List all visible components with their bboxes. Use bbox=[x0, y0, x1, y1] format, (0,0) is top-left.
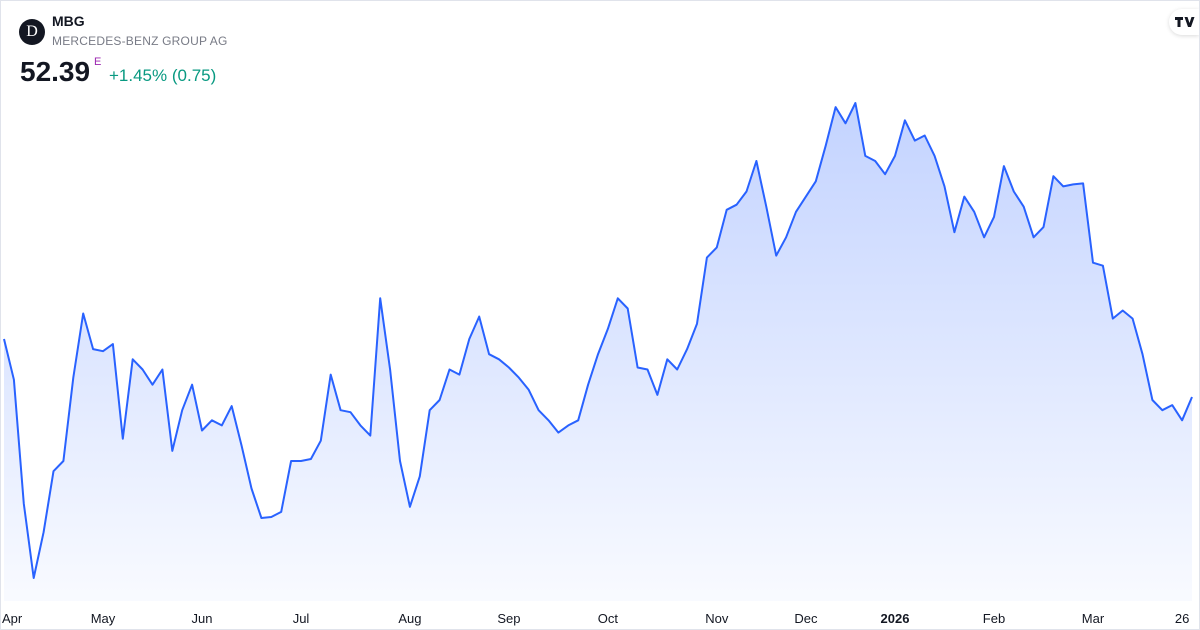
price-flag: E bbox=[94, 56, 102, 68]
x-tick-label: Dec bbox=[794, 611, 818, 626]
x-tick-label: 2026 bbox=[881, 611, 910, 626]
price-change: +1.45% (0.75) bbox=[109, 66, 217, 85]
x-tick-label: May bbox=[91, 611, 116, 626]
x-tick-label: Apr bbox=[2, 611, 23, 626]
price-line bbox=[3, 102, 1193, 579]
x-tick-label: Aug bbox=[398, 611, 421, 626]
x-tick-label: Oct bbox=[598, 611, 619, 626]
company-name: MERCEDES-BENZ GROUP AG bbox=[52, 34, 228, 48]
x-tick-label: Jun bbox=[192, 611, 213, 626]
area-fill bbox=[4, 103, 1192, 601]
logo: D bbox=[19, 19, 45, 45]
x-tick-label: Feb bbox=[983, 611, 1005, 626]
price: 52.39 bbox=[20, 56, 91, 87]
x-tick-label: 26 bbox=[1175, 611, 1189, 626]
x-tick-label: Nov bbox=[705, 611, 729, 626]
symbol[interactable]: MBG bbox=[52, 13, 85, 29]
tv-logo[interactable] bbox=[1169, 9, 1199, 35]
x-tick-label: Jul bbox=[293, 611, 310, 626]
x-tick-label: Sep bbox=[497, 611, 520, 626]
tv-logo-icon bbox=[1175, 17, 1195, 27]
x-tick-label: Mar bbox=[1082, 611, 1105, 626]
